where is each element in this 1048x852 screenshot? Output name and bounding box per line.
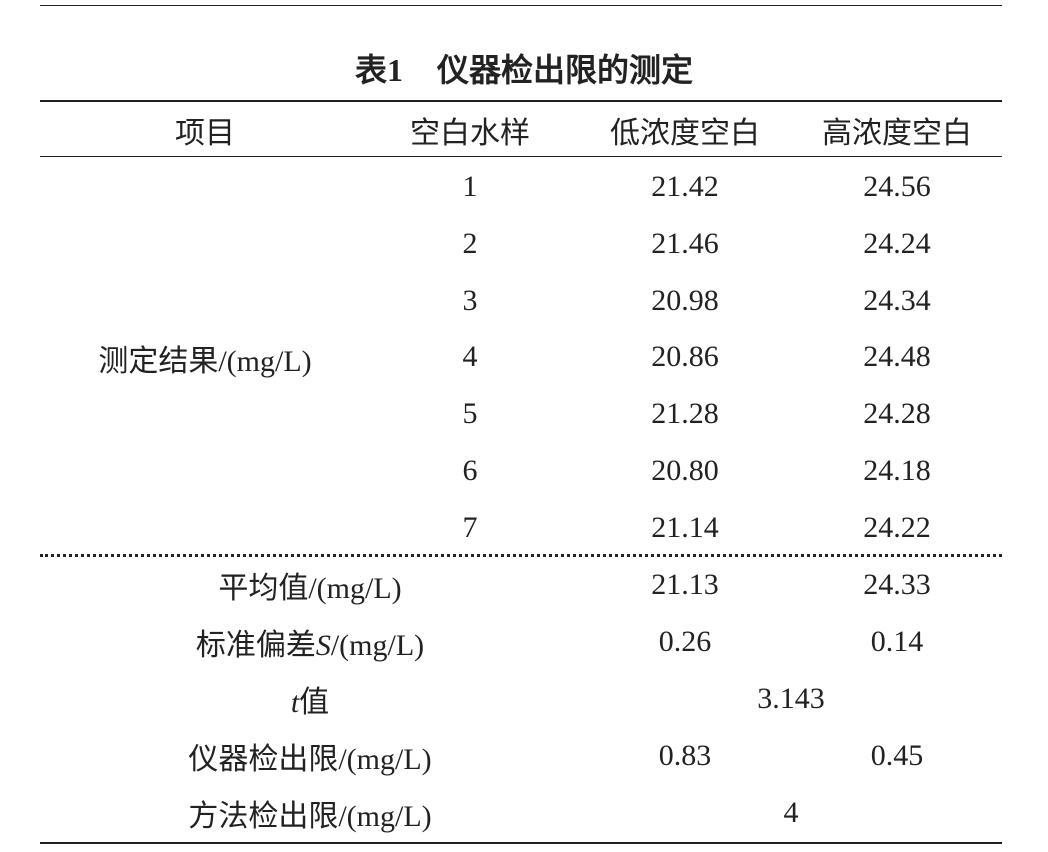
- summary-value: 0.83: [658, 739, 712, 772]
- header-cell: 项目: [175, 117, 235, 150]
- group-label: 测定结果/(mg/L): [98, 345, 312, 378]
- summary-label: 仪器检出限/(mg/L): [188, 734, 431, 778]
- data-cell: 24.48: [863, 340, 931, 374]
- summary-label: 平均值/(mg/L): [218, 563, 401, 607]
- summary-value: 24.33: [863, 568, 931, 601]
- caption: 表1 仪器检出限的测定: [355, 45, 693, 91]
- header-cell: 低浓度空白: [610, 117, 760, 150]
- data-cell: 5: [462, 397, 478, 431]
- summary-value: 3.143: [757, 682, 825, 715]
- data-cell: 20.86: [651, 340, 719, 374]
- dotted-separator: [40, 554, 1002, 557]
- summary-label: 方法检出限/(mg/L): [188, 791, 431, 835]
- label-part: 平均值/(mg/L): [218, 572, 402, 605]
- header-top-rule: [40, 100, 1002, 102]
- data-cell: 21.42: [651, 170, 719, 203]
- data-cell: 24.18: [863, 454, 931, 487]
- data-cell: 20.98: [651, 283, 719, 317]
- label-part: t: [290, 686, 300, 719]
- data-cell: 6: [462, 454, 478, 487]
- label-part: 仪器检出限/(mg/L): [188, 743, 432, 776]
- table-number: 表1: [354, 52, 403, 88]
- table-title: 仪器检出限的测定: [437, 52, 694, 88]
- header-cell: 高浓度空白: [822, 117, 972, 150]
- data-cell: 4: [462, 340, 478, 374]
- header-bottom-rule: [40, 156, 1002, 157]
- data-cell: 1: [462, 170, 478, 203]
- label-part: /(mg/L): [330, 629, 425, 662]
- data-cell: 7: [462, 510, 478, 544]
- summary-value: 0.45: [870, 739, 924, 772]
- data-cell: 24.34: [863, 283, 931, 317]
- summary-value: 0.26: [658, 625, 712, 658]
- label-part: S: [315, 629, 331, 662]
- summary-value: 21.13: [651, 568, 719, 601]
- data-cell: 21.46: [651, 226, 719, 260]
- summary-value: 0.14: [870, 625, 924, 658]
- header-cell: 空白水样: [410, 117, 530, 150]
- top-rule: [40, 5, 1002, 6]
- data-cell: 2: [462, 226, 478, 260]
- data-cell: 20.80: [651, 454, 719, 487]
- data-cell: 21.28: [651, 397, 719, 431]
- summary-value: 4: [783, 796, 799, 829]
- label-part: 值: [299, 686, 330, 719]
- data-cell: 24.56: [863, 170, 931, 203]
- label-part: 方法检出限/(mg/L): [188, 800, 432, 833]
- label-part: 标准偏差: [195, 629, 316, 662]
- data-cell: 24.24: [863, 226, 931, 260]
- summary-label: 标准偏差S/(mg/L): [196, 620, 424, 664]
- bottom-rule: [40, 842, 1002, 844]
- data-cell: 24.28: [863, 397, 931, 431]
- summary-label: t值: [291, 677, 329, 721]
- data-cell: 3: [462, 283, 478, 317]
- data-cell: 24.22: [863, 510, 931, 544]
- data-cell: 21.14: [651, 510, 719, 544]
